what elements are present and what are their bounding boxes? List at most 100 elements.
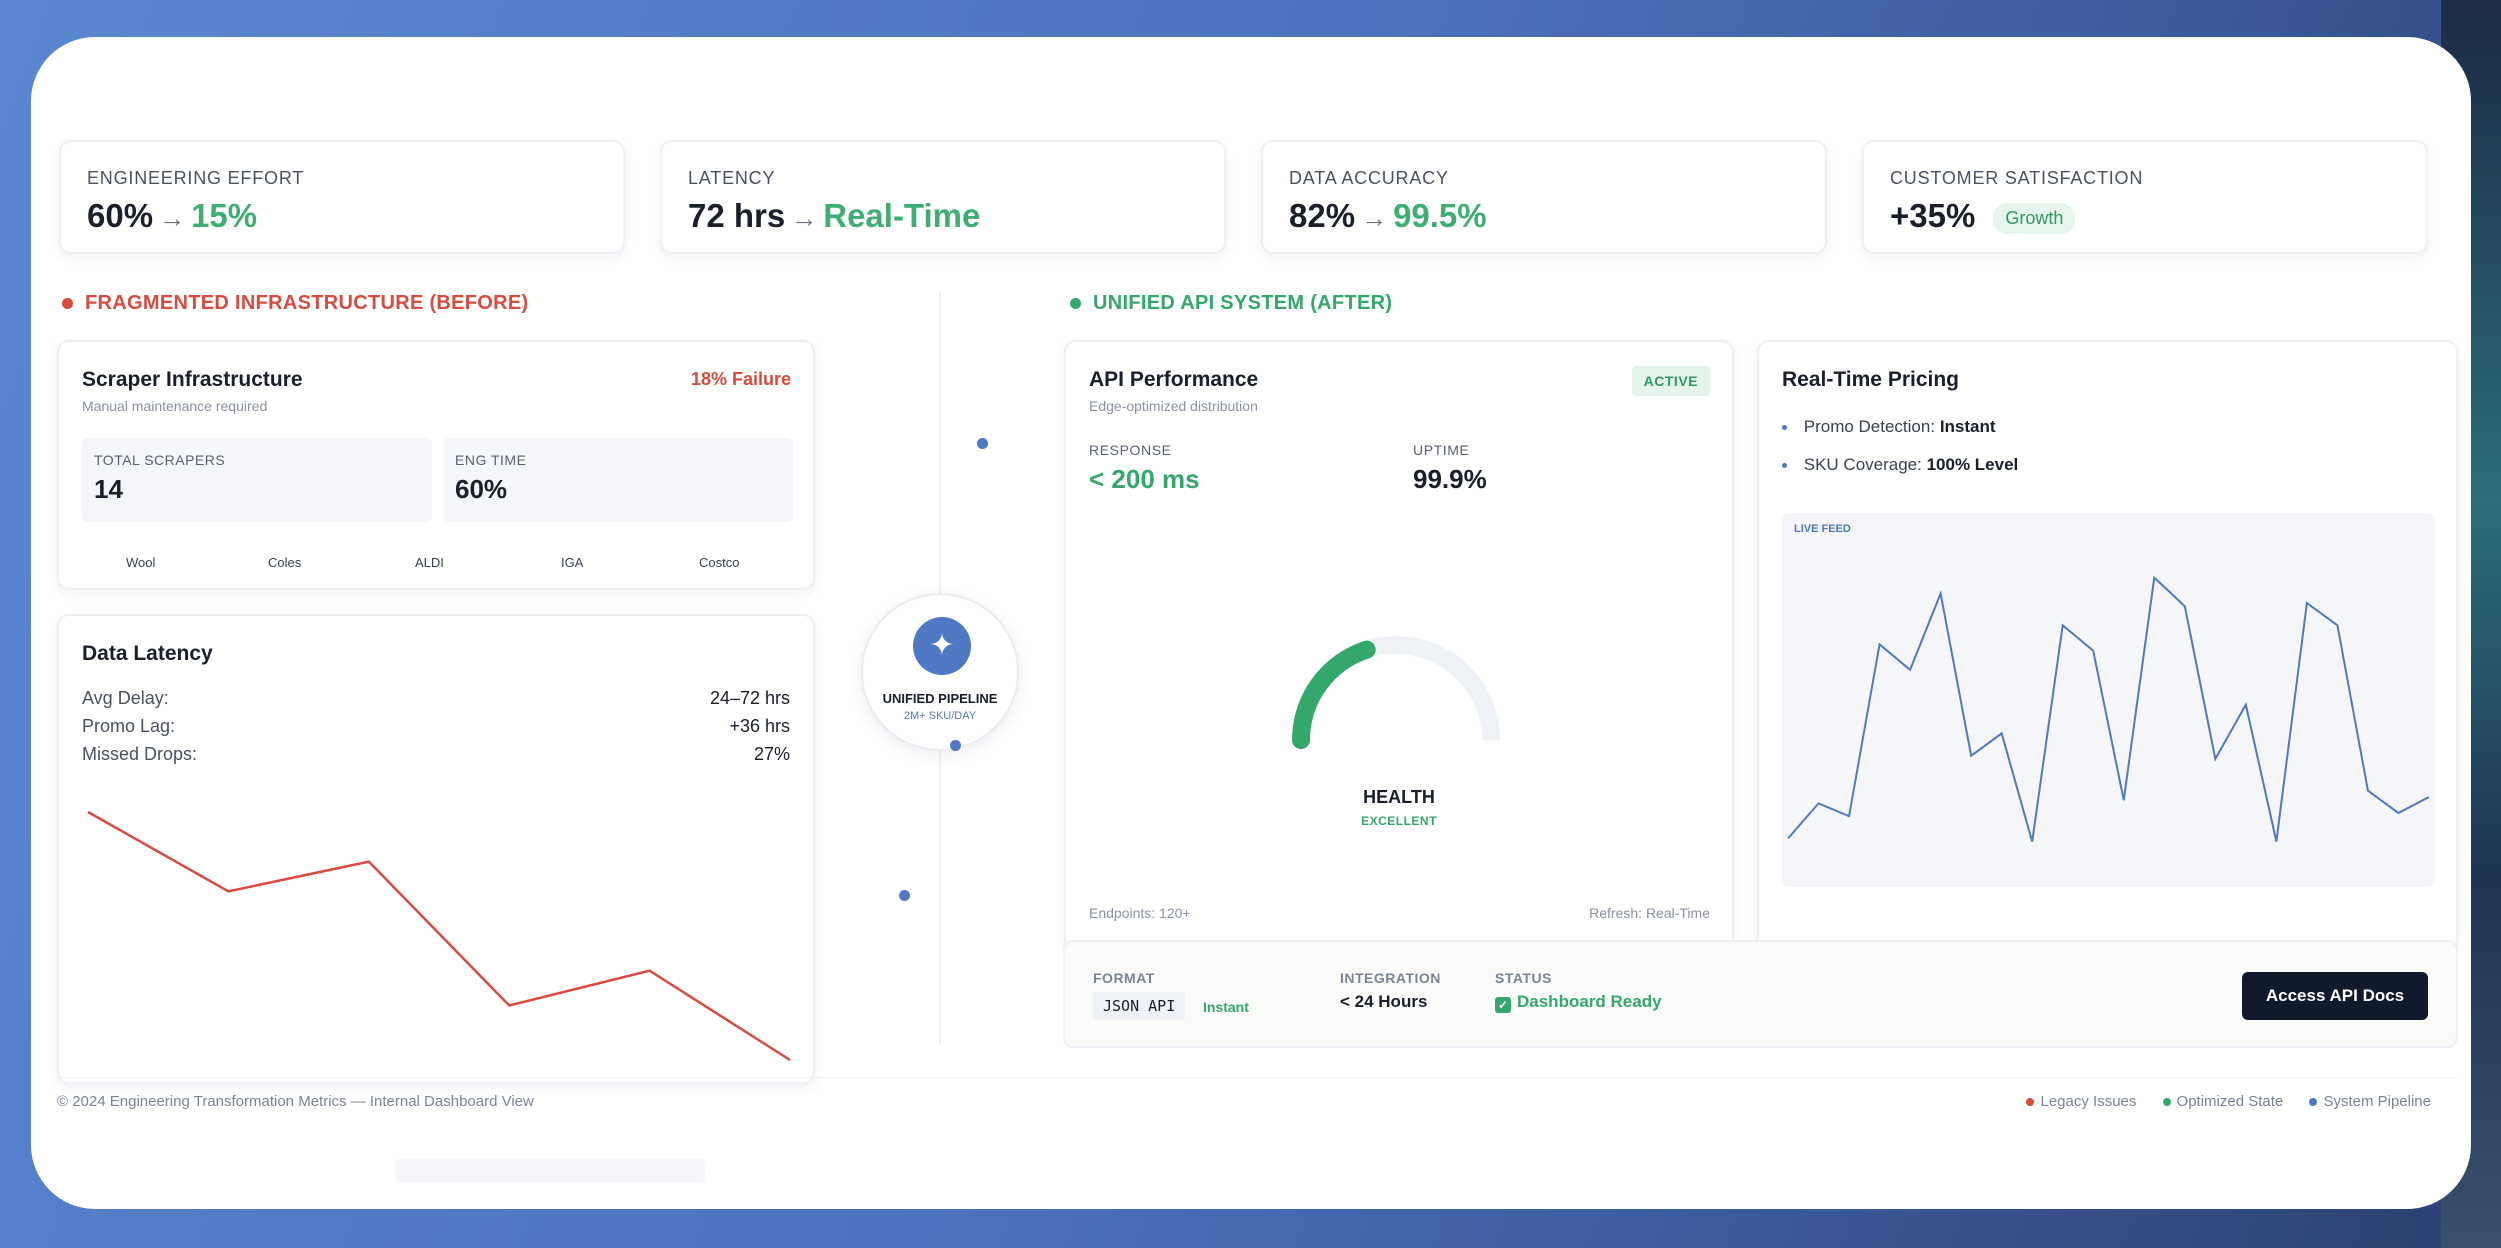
- legend-item-pipeline: System Pipeline: [2309, 1093, 2431, 1110]
- legend-item-legacy: Legacy Issues: [2026, 1093, 2136, 1110]
- live-feed-line-chart: [1787, 575, 2430, 842]
- latency-row-label: Promo Lag:: [82, 716, 176, 736]
- after-section-label: UNIFIED API SYSTEM (AFTER): [1093, 292, 1393, 314]
- access-api-docs-button[interactable]: Access API Docs: [2242, 972, 2428, 1020]
- dashboard-panel: ENGINEERING EFFORT 60% → 15% LATENCY 72 hr…: [31, 37, 2471, 1209]
- format-label: FORMAT: [1093, 970, 1155, 986]
- kpi-label: LATENCY: [688, 168, 776, 188]
- flow-dot: [977, 438, 988, 449]
- kpi-label: ENGINEERING EFFORT: [87, 168, 305, 188]
- card-title: Data Latency: [82, 642, 213, 665]
- tile-value: 60%: [455, 474, 508, 504]
- uptime-label: UPTIME: [1413, 442, 1470, 458]
- placeholder-bar: [395, 1159, 705, 1183]
- gauge-label: HEALTH: [1363, 787, 1435, 807]
- kpi-value: +35% Growth: [1890, 197, 2076, 235]
- integration-value: < 24 Hours: [1340, 992, 1428, 1011]
- latency-row-label: Missed Drops:: [82, 744, 198, 764]
- kpi-after: Real-Time: [823, 197, 981, 234]
- integration-summary-bar: FORMAT JSON API Instant INTEGRATION < 24…: [1063, 940, 2458, 1048]
- card-subtitle: Edge-optimized distribution: [1089, 398, 1258, 414]
- api-performance-card: API Performance Edge-optimized distribut…: [1064, 340, 1734, 951]
- kpi-after: 15%: [191, 197, 258, 234]
- legend-dot-icon: [2309, 1098, 2318, 1106]
- real-time-pricing-card: Real-Time Pricing Promo Detection: Insta…: [1757, 340, 2458, 951]
- uptime-value: 99.9%: [1413, 464, 1487, 494]
- latency-row-label: Avg Delay:: [82, 688, 169, 708]
- format-tag: Instant: [1203, 999, 1249, 1015]
- store-label: Coles: [268, 555, 302, 570]
- bullet-label: Promo Detection:: [1803, 417, 1936, 436]
- latency-row-value: 24–72 hrs: [709, 688, 790, 708]
- footer-text: © 2024 Engineering Transformation Metric…: [57, 1093, 534, 1110]
- tile-label: TOTAL SCRAPERS: [94, 452, 226, 468]
- store-label: IGA: [561, 555, 584, 570]
- kpi-before: 60%: [87, 197, 154, 234]
- eng-time-tile: ENG TIME 60%: [443, 438, 793, 522]
- card-title: Real-Time Pricing: [1782, 368, 1960, 391]
- flow-dot: [950, 740, 961, 751]
- latency-row-value: +36 hrs: [729, 716, 790, 736]
- failure-rate: 18% Failure: [690, 369, 791, 389]
- gauge-fill: [1292, 640, 1376, 749]
- growth-badge: Growth: [1993, 202, 2076, 234]
- kpi-card-data-accuracy: DATA ACCURACY 82% → 99.5%: [1261, 140, 1827, 254]
- before-section-title: FRAGMENTED INFRASTRUCTURE (BEFORE): [62, 292, 529, 315]
- pipeline-title: UNIFIED PIPELINE: [882, 691, 998, 706]
- health-gauge: [1292, 636, 1500, 749]
- series-line: [87, 810, 791, 1062]
- legend-label: Legacy Issues: [2040, 1093, 2137, 1110]
- legend-dot-icon: [2026, 1098, 2035, 1106]
- kpi-card-engineering-effort: ENGINEERING EFFORT 60% → 15%: [59, 140, 625, 254]
- endpoints-count: Endpoints: 120+: [1089, 905, 1191, 921]
- bullet-value: 100% Level: [1926, 455, 2019, 474]
- bullet-value: Instant: [1939, 417, 1996, 436]
- arrow-icon: →: [159, 203, 186, 233]
- latency-row-value: 27%: [753, 744, 790, 764]
- kpi-value: 60% → 15%: [87, 197, 257, 235]
- live-feed-chart-area: LIVE FEED: [1782, 513, 2435, 887]
- latency-line-chart: [87, 810, 791, 1062]
- kpi-value: 72 hrs → Real-Time: [688, 197, 980, 235]
- unified-pipeline-node[interactable]: ✦ UNIFIED PIPELINE 2M+ SKU/DAY: [861, 593, 1019, 751]
- footer-divider: [57, 1077, 2458, 1078]
- store-label: Wool: [126, 555, 156, 570]
- pricing-bullet: Promo Detection: Instant: [1782, 417, 1996, 437]
- total-scrapers-tile: TOTAL SCRAPERS 14: [82, 438, 432, 522]
- kpi-label: CUSTOMER SATISFACTION: [1890, 168, 2144, 188]
- data-latency-card: Data Latency Avg Delay: 24–72 hrs Promo …: [57, 614, 815, 1084]
- pipeline-subtitle: 2M+ SKU/DAY: [903, 710, 977, 722]
- arrow-icon: →: [1361, 203, 1388, 233]
- legend-label: System Pipeline: [2323, 1093, 2431, 1110]
- card-subtitle: Manual maintenance required: [82, 398, 268, 414]
- kpi-before: 72 hrs: [688, 197, 786, 234]
- integration-label: INTEGRATION: [1340, 970, 1441, 986]
- after-section-title: UNIFIED API SYSTEM (AFTER): [1070, 292, 1392, 315]
- gauge-track: [1292, 636, 1500, 741]
- kpi-card-latency: LATENCY 72 hrs → Real-Time: [660, 140, 1226, 254]
- status-label: STATUS: [1495, 970, 1552, 986]
- status-dot-icon: [1070, 298, 1081, 309]
- legend-label: Optimized State: [2176, 1093, 2284, 1110]
- series-line: [1787, 575, 2430, 842]
- active-status-badge: ACTIVE: [1631, 366, 1710, 396]
- tile-value: 14: [94, 474, 123, 504]
- arrow-icon: →: [791, 203, 818, 233]
- kpi-label: DATA ACCURACY: [1289, 168, 1449, 188]
- format-value: JSON API: [1093, 992, 1186, 1020]
- store-label: ALDI: [415, 555, 444, 570]
- before-section-label: FRAGMENTED INFRASTRUCTURE (BEFORE): [85, 292, 529, 314]
- response-label: RESPONSE: [1089, 442, 1172, 458]
- tile-label: ENG TIME: [455, 452, 527, 468]
- card-title: Scraper Infrastructure: [82, 368, 303, 391]
- status-value-group: ✓ Dashboard Ready: [1495, 992, 1662, 1013]
- kpi-before: 82%: [1289, 197, 1356, 234]
- checkbox-icon: ✓: [1495, 997, 1511, 1013]
- legend-dot-icon: [2162, 1098, 2171, 1106]
- store-label: Costco: [699, 555, 740, 570]
- pricing-bullet: SKU Coverage: 100% Level: [1782, 455, 2019, 475]
- kpi-after: 99.5%: [1393, 197, 1487, 234]
- kpi-satisfaction-value: +35%: [1890, 197, 1976, 234]
- gauge-status: EXCELLENT: [1361, 814, 1437, 828]
- card-title: API Performance: [1089, 368, 1259, 391]
